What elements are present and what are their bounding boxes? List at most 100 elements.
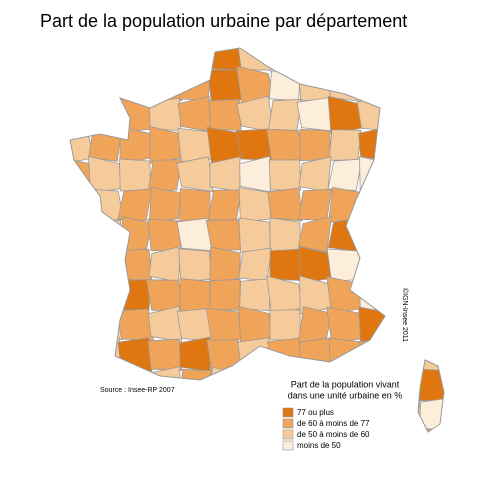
department — [148, 98, 182, 132]
department — [238, 217, 272, 253]
department — [175, 428, 215, 432]
department — [358, 216, 392, 254]
department — [117, 188, 153, 222]
department — [239, 155, 271, 193]
department — [419, 368, 444, 402]
department — [70, 309, 92, 341]
department — [119, 158, 151, 192]
department — [327, 95, 363, 135]
department — [418, 275, 444, 313]
department — [297, 48, 333, 74]
department — [117, 337, 153, 372]
legend-swatch — [282, 418, 294, 429]
department — [328, 337, 362, 373]
department — [209, 156, 241, 193]
department — [148, 366, 182, 403]
department — [386, 186, 424, 224]
department — [116, 48, 154, 72]
department — [86, 365, 124, 403]
department — [148, 245, 182, 283]
department — [417, 188, 444, 222]
department — [85, 397, 125, 432]
department — [149, 126, 181, 164]
department — [88, 337, 122, 372]
department — [296, 97, 334, 132]
department — [267, 187, 303, 222]
department — [118, 395, 152, 432]
department — [209, 398, 241, 431]
department — [70, 96, 93, 132]
department — [70, 427, 93, 432]
department — [117, 216, 153, 254]
department — [70, 48, 91, 71]
corsica-outline — [417, 359, 445, 433]
department — [326, 306, 364, 344]
department — [327, 217, 363, 252]
department — [359, 278, 391, 312]
department — [118, 98, 152, 132]
department — [358, 186, 392, 223]
department — [148, 186, 182, 224]
department — [386, 48, 424, 73]
department — [179, 336, 211, 372]
department — [88, 427, 122, 432]
credit: ©IGN-Insee 2011 — [401, 288, 409, 342]
legend-label: 77 ou plus — [297, 408, 334, 417]
legend-swatch — [282, 440, 294, 451]
legend-title: Part de la population vivant — [291, 379, 400, 389]
department — [70, 186, 91, 222]
department — [176, 156, 214, 193]
department — [70, 125, 94, 165]
legend-label: moins de 50 — [297, 441, 341, 450]
department — [297, 215, 333, 253]
department — [417, 48, 444, 71]
department — [207, 189, 243, 221]
department — [177, 95, 213, 133]
department — [117, 367, 153, 403]
department — [88, 66, 122, 104]
department — [178, 248, 212, 282]
department — [87, 48, 123, 71]
department — [237, 399, 273, 431]
department — [70, 67, 94, 102]
department — [205, 307, 245, 343]
department — [358, 395, 392, 432]
department — [299, 337, 331, 372]
department — [239, 278, 271, 312]
department — [419, 397, 444, 432]
department — [388, 399, 422, 431]
department — [88, 219, 122, 251]
department — [329, 66, 361, 102]
department — [118, 428, 152, 432]
department — [389, 158, 421, 192]
source: Source : Insee-RP 2007 — [100, 387, 175, 394]
department — [175, 395, 215, 432]
department — [419, 335, 444, 375]
department — [70, 367, 91, 402]
department — [358, 246, 392, 283]
department — [117, 248, 153, 281]
department — [237, 337, 273, 372]
department — [328, 129, 362, 161]
department — [178, 48, 212, 74]
department — [88, 275, 122, 313]
department — [358, 126, 392, 163]
department — [117, 66, 153, 103]
department — [119, 279, 151, 311]
department — [419, 428, 444, 432]
department — [178, 68, 212, 102]
legend: 77 ou plus de 60 à moins de 77 de 50 à moi… — [282, 407, 370, 451]
department — [418, 96, 444, 134]
department — [179, 278, 211, 312]
department — [147, 305, 183, 343]
department — [209, 246, 241, 284]
department — [70, 275, 93, 315]
department — [418, 66, 444, 102]
department — [238, 186, 272, 223]
department — [207, 69, 243, 101]
department — [237, 428, 273, 432]
department — [70, 246, 92, 284]
department — [417, 217, 444, 253]
department — [70, 396, 92, 432]
map-title: Part de la population urbaine par départ… — [40, 11, 407, 31]
